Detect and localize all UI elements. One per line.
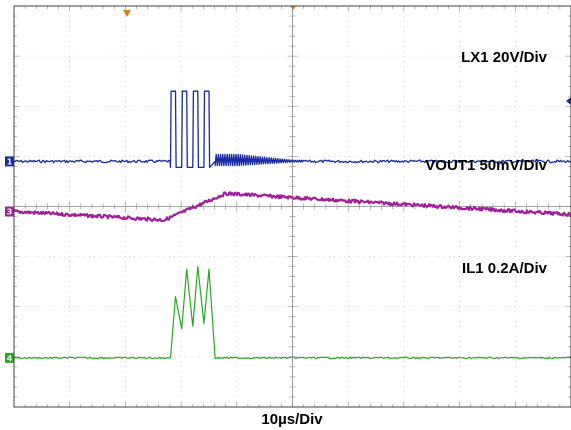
il1-trace	[13, 266, 571, 360]
trigger-center-marker	[290, 6, 296, 10]
screen-frame	[13, 5, 571, 408]
lx1-trace	[13, 90, 571, 169]
vout1-trace-label: VOUT1 50mV/Div	[425, 157, 547, 174]
channel-marker-box	[5, 352, 14, 363]
il1-trace-label: IL1 0.2A/Div	[462, 260, 548, 277]
channel-marker-label: 1	[7, 157, 13, 166]
channel-marker-label: 3	[7, 208, 13, 217]
x-axis-label: 10µs/Div	[261, 411, 323, 428]
channel-marker-box	[5, 206, 14, 217]
trace-layer	[13, 90, 571, 360]
channel-marker-box	[5, 156, 14, 167]
trigger-level-marker	[566, 97, 571, 105]
trigger-position-marker	[123, 10, 131, 17]
vout1-trace	[13, 191, 571, 223]
lx1-trace-label: LX1 20V/Div	[461, 49, 548, 66]
channel-markers: 1 3 4	[5, 6, 571, 363]
channel-marker-label: 4	[7, 354, 13, 363]
